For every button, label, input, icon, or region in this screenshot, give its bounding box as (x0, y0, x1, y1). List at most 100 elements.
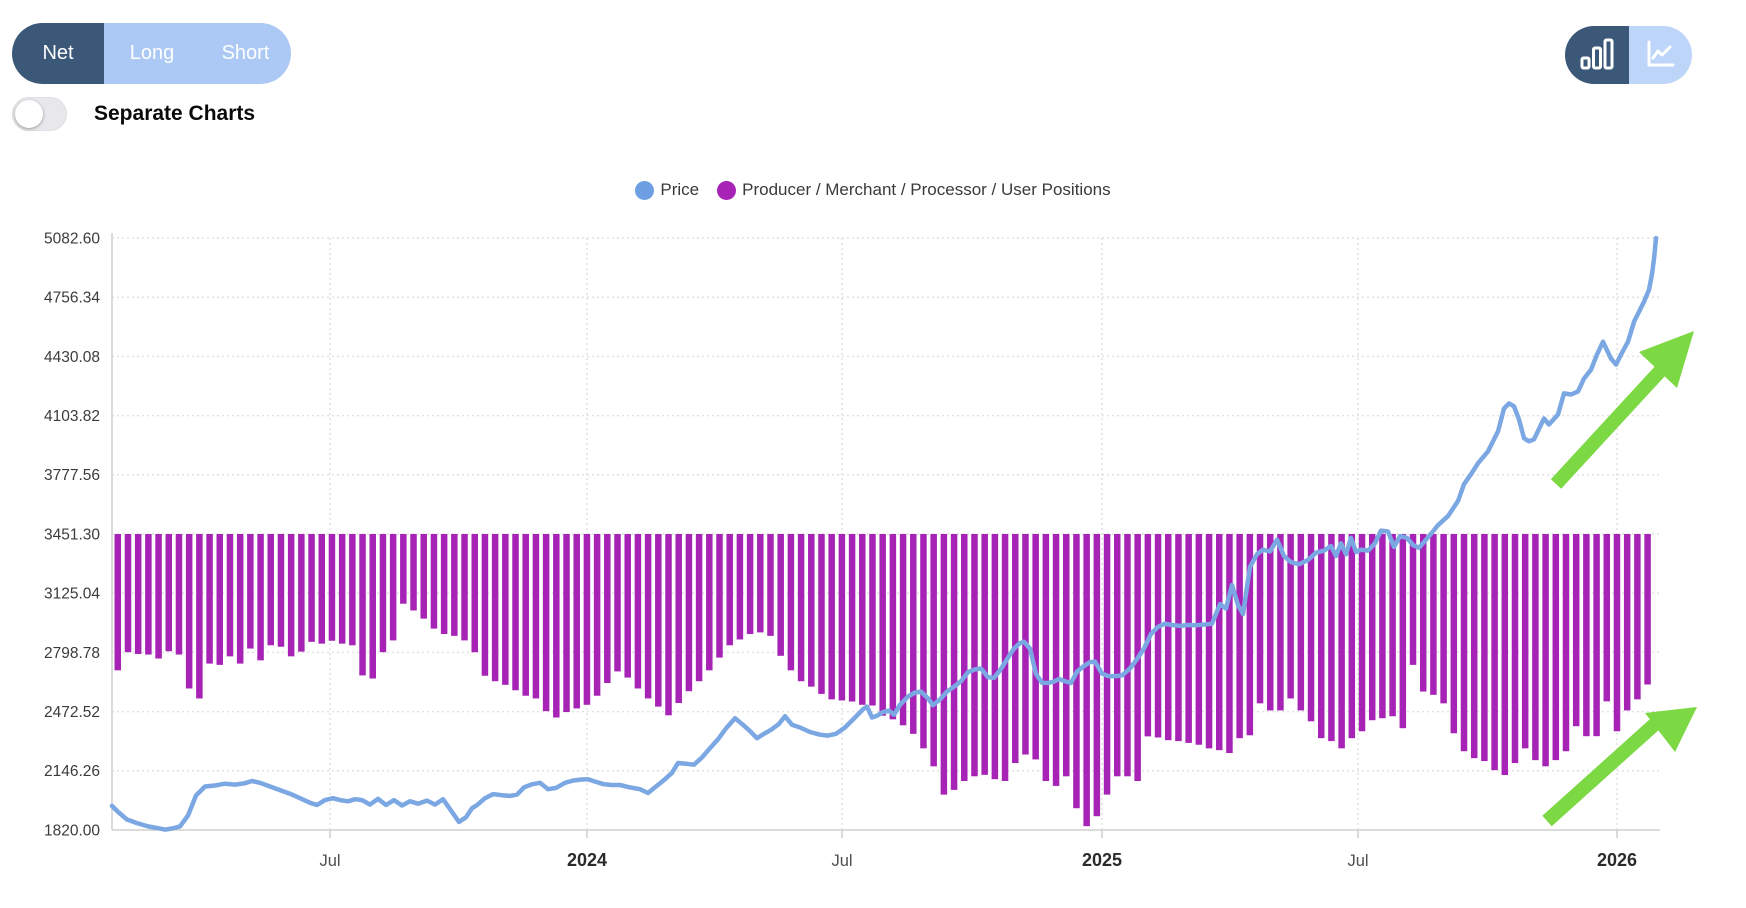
position-bar[interactable] (838, 534, 846, 701)
legend-item-price[interactable]: Price (635, 180, 699, 200)
position-bar[interactable] (614, 534, 621, 672)
position-bar[interactable] (746, 534, 754, 635)
position-bar[interactable] (328, 534, 336, 641)
position-bar[interactable] (961, 534, 968, 782)
position-bar[interactable] (1124, 534, 1131, 777)
position-bar[interactable] (1205, 534, 1213, 749)
position-bar[interactable] (1001, 534, 1009, 782)
position-bar[interactable] (134, 534, 142, 654)
position-bar[interactable] (1542, 534, 1549, 767)
position-bar[interactable] (1175, 534, 1182, 742)
position-bar[interactable] (1613, 534, 1621, 732)
position-bar[interactable] (379, 534, 387, 653)
position-bar[interactable] (1562, 534, 1570, 752)
position-bar[interactable] (634, 534, 642, 689)
position-bar[interactable] (624, 534, 631, 678)
position-bar[interactable] (389, 534, 397, 641)
position-bar[interactable] (1644, 534, 1651, 685)
position-bar[interactable] (1491, 534, 1498, 771)
position-bar[interactable] (1481, 534, 1488, 762)
position-bar[interactable] (1379, 534, 1386, 719)
position-bar[interactable] (206, 534, 213, 664)
position-bar[interactable] (451, 534, 458, 636)
position-bar[interactable] (338, 534, 346, 644)
position-bar[interactable] (1215, 534, 1223, 751)
position-bar[interactable] (1083, 534, 1090, 827)
position-bar[interactable] (267, 534, 275, 646)
position-bar[interactable] (1460, 534, 1468, 752)
position-bar[interactable] (675, 534, 682, 703)
position-bar[interactable] (981, 534, 988, 775)
position-bar[interactable] (777, 534, 784, 656)
position-bar[interactable] (899, 534, 907, 726)
position-bar[interactable] (145, 534, 152, 655)
position-bar[interactable] (1623, 534, 1631, 711)
position-bar[interactable] (1277, 534, 1284, 711)
position-bar[interactable] (318, 534, 326, 644)
position-bar[interactable] (1266, 534, 1274, 711)
position-bar[interactable] (1287, 534, 1294, 699)
position-bar[interactable] (1419, 534, 1427, 692)
position-bar[interactable] (695, 534, 703, 682)
position-bar[interactable] (604, 534, 611, 684)
net-button[interactable]: Net (12, 23, 104, 84)
position-bar[interactable] (1195, 534, 1203, 745)
position-bar[interactable] (1348, 534, 1356, 739)
position-bar[interactable] (593, 534, 601, 696)
position-bar[interactable] (1593, 534, 1600, 737)
position-bar[interactable] (481, 534, 489, 676)
position-bar[interactable] (1154, 534, 1162, 738)
position-bar[interactable] (1399, 534, 1407, 729)
position-bar[interactable] (1246, 534, 1254, 736)
position-bar[interactable] (216, 534, 224, 665)
separate-charts-toggle[interactable] (12, 97, 67, 131)
position-bar[interactable] (512, 534, 519, 691)
position-bar[interactable] (1532, 534, 1539, 761)
position-bar[interactable] (706, 534, 713, 671)
position-bar[interactable] (879, 534, 886, 716)
position-bar[interactable] (1236, 534, 1243, 739)
position-bar[interactable] (1338, 534, 1345, 749)
position-bar[interactable] (1063, 534, 1070, 777)
position-bar[interactable] (236, 534, 244, 664)
position-bar[interactable] (848, 534, 856, 702)
position-bar[interactable] (410, 534, 417, 611)
position-bar[interactable] (1185, 534, 1192, 743)
position-bar[interactable] (359, 534, 366, 676)
position-bar[interactable] (369, 534, 376, 679)
position-bar[interactable] (1552, 534, 1560, 761)
position-bar[interactable] (859, 534, 866, 705)
position-bar[interactable] (257, 534, 264, 661)
position-bar[interactable] (400, 534, 407, 604)
position-bar[interactable] (685, 534, 693, 692)
position-bar[interactable] (940, 534, 948, 795)
position-bar[interactable] (298, 534, 305, 652)
position-bar[interactable] (971, 534, 978, 777)
position-bar[interactable] (1042, 534, 1050, 782)
position-bar[interactable] (665, 534, 672, 716)
position-bar[interactable] (655, 534, 662, 707)
position-bar[interactable] (1470, 534, 1478, 759)
position-bar[interactable] (471, 534, 478, 653)
position-bar[interactable] (1032, 534, 1039, 760)
position-bar[interactable] (1501, 534, 1509, 776)
position-bar[interactable] (726, 534, 733, 646)
position-bar[interactable] (1634, 534, 1641, 700)
position-bar[interactable] (1450, 534, 1458, 734)
position-bar[interactable] (1440, 534, 1447, 704)
position-bar[interactable] (563, 534, 570, 713)
long-button[interactable]: Long (104, 23, 200, 84)
position-bar[interactable] (1583, 534, 1590, 737)
position-bar[interactable] (644, 534, 652, 699)
position-bar[interactable] (461, 534, 468, 641)
position-bar[interactable] (175, 534, 183, 655)
line-chart-type-button[interactable] (1628, 26, 1692, 84)
position-bar[interactable] (1603, 534, 1611, 702)
position-bar[interactable] (532, 534, 540, 699)
position-bar[interactable] (1052, 534, 1060, 786)
position-bar[interactable] (247, 534, 254, 649)
position-bar[interactable] (226, 534, 234, 657)
position-bar[interactable] (491, 534, 499, 682)
legend-item-positions[interactable]: Producer / Merchant / Processor / User P… (717, 180, 1111, 200)
